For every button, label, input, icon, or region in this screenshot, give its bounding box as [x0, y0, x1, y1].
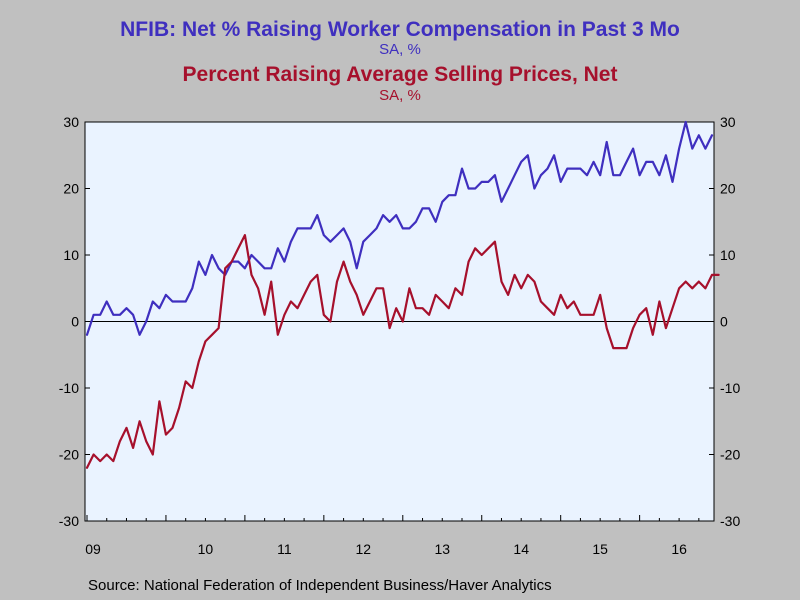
source-note: Source: National Federation of Independe… — [88, 577, 552, 594]
x-tick-label: 09 — [85, 541, 101, 557]
chart-title-compensation: NFIB: Net % Raising Worker Compensation … — [120, 18, 680, 41]
x-tick-label: 14 — [513, 541, 529, 557]
chart-subtitle-prices: SA, % — [379, 87, 421, 104]
y-tick-label-left: -10 — [59, 380, 79, 396]
y-tick-label-right: 0 — [720, 314, 728, 330]
y-tick-label-left: 10 — [63, 247, 79, 263]
y-tick-label-left: 30 — [63, 114, 79, 130]
y-tick-label-left: -30 — [59, 513, 79, 529]
x-tick-label: 11 — [277, 541, 292, 557]
x-tick-label: 15 — [592, 541, 608, 557]
y-tick-label-right: 30 — [720, 114, 736, 130]
y-tick-label-right: -10 — [720, 380, 740, 396]
x-tick-label: 13 — [434, 541, 450, 557]
y-tick-label-left: 20 — [63, 181, 79, 197]
y-tick-label-right: 10 — [720, 247, 736, 263]
y-tick-label-left: -20 — [59, 447, 79, 463]
y-tick-label-right: 20 — [720, 181, 736, 197]
series-line-prices — [85, 234, 720, 469]
series-line-compensation — [85, 120, 714, 336]
chart-subtitle-compensation: SA, % — [379, 41, 421, 58]
x-tick-label: 12 — [356, 541, 372, 557]
chart-title-prices: Percent Raising Average Selling Prices, … — [182, 63, 618, 86]
y-tick-label-right: -20 — [720, 447, 740, 463]
x-tick-label: 16 — [671, 541, 687, 557]
x-tick-label: 10 — [198, 541, 214, 557]
y-tick-label-right: -30 — [720, 513, 740, 529]
y-tick-label-left: 0 — [71, 314, 79, 330]
